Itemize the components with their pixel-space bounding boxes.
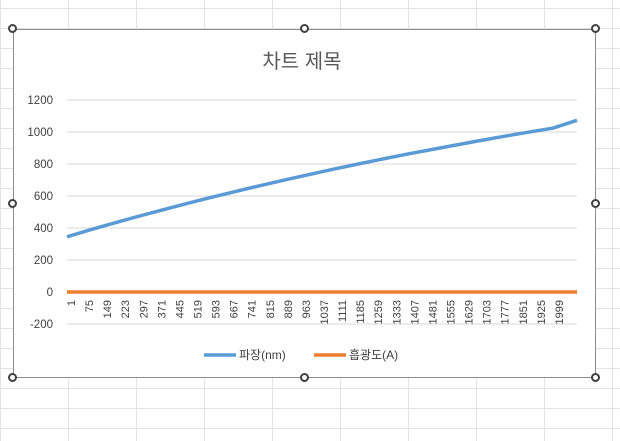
x-tick-label: 1111 bbox=[337, 300, 349, 322]
resize-handle-bottom-left[interactable] bbox=[8, 373, 17, 382]
x-tick-label: 1999 bbox=[554, 300, 566, 324]
chart-object[interactable]: 차트 제목 -200 0 200 400 600 800 1000 1200 1 75 149 22… bbox=[13, 29, 596, 378]
chart-title[interactable]: 차트 제목 bbox=[262, 50, 341, 73]
x-tick-label: 1407 bbox=[409, 300, 421, 324]
y-tick-label: 1200 bbox=[27, 95, 53, 107]
resize-handle-top-right[interactable] bbox=[591, 24, 600, 33]
y-tick-label: 1000 bbox=[27, 127, 53, 139]
y-tick-label: -200 bbox=[30, 319, 53, 331]
series-line-1 bbox=[66, 118, 578, 239]
x-axis-tick-labels: 1 75 149 223 297 371 445 519 593 667 741 815 889 963 1… bbox=[66, 300, 566, 324]
x-tick-label: 223 bbox=[120, 300, 132, 318]
resize-handle-top-left[interactable] bbox=[8, 24, 17, 33]
resize-handle-bottom-center[interactable] bbox=[300, 373, 309, 382]
x-tick-label: 1481 bbox=[427, 300, 439, 324]
x-tick-label: 1259 bbox=[373, 300, 385, 324]
x-tick-label: 1555 bbox=[446, 300, 458, 324]
y-tick-label: 400 bbox=[34, 223, 53, 235]
legend[interactable]: 파장(nm) 흡광도(A) bbox=[204, 348, 398, 362]
chart-svg: 차트 제목 -200 0 200 400 600 800 1000 1200 1 75 149 22… bbox=[27, 50, 578, 362]
x-tick-label: 667 bbox=[229, 300, 241, 318]
x-tick-label: 1925 bbox=[536, 300, 548, 324]
x-tick-label: 815 bbox=[265, 300, 277, 318]
x-tick-label: 889 bbox=[283, 300, 295, 318]
resize-handle-middle-right[interactable] bbox=[591, 199, 600, 208]
x-tick-label: 593 bbox=[211, 300, 223, 318]
y-tick-label: 800 bbox=[34, 159, 53, 171]
x-tick-label: 1703 bbox=[482, 300, 494, 324]
x-tick-label: 1333 bbox=[391, 300, 403, 324]
resize-handle-bottom-right[interactable] bbox=[591, 373, 600, 382]
x-tick-label: 1629 bbox=[464, 300, 476, 324]
x-tick-label: 1777 bbox=[500, 300, 512, 324]
x-tick-label: 1851 bbox=[518, 300, 530, 324]
x-tick-label: 1185 bbox=[355, 300, 367, 324]
y-axis-tick-labels: -200 0 200 400 600 800 1000 1200 bbox=[27, 95, 53, 331]
legend-label: 파장(nm) bbox=[239, 348, 286, 362]
x-tick-label: 963 bbox=[301, 300, 313, 318]
y-tick-label: 0 bbox=[47, 287, 53, 299]
x-tick-label: 1 bbox=[66, 300, 78, 306]
x-tick-label: 519 bbox=[193, 300, 205, 318]
series-lines bbox=[66, 118, 578, 294]
x-tick-label: 741 bbox=[247, 300, 259, 318]
x-tick-label: 445 bbox=[174, 300, 186, 318]
resize-handle-middle-left[interactable] bbox=[8, 199, 17, 208]
x-tick-label: 1037 bbox=[319, 300, 331, 324]
x-tick-label: 297 bbox=[138, 300, 150, 318]
legend-label: 흡광도(A) bbox=[349, 348, 398, 362]
x-tick-label: 371 bbox=[156, 300, 168, 318]
y-tick-label: 200 bbox=[34, 255, 53, 267]
x-tick-label: 75 bbox=[84, 300, 96, 312]
y-tick-label: 600 bbox=[34, 191, 53, 203]
resize-handle-top-center[interactable] bbox=[300, 24, 309, 33]
x-tick-label: 149 bbox=[102, 300, 114, 318]
